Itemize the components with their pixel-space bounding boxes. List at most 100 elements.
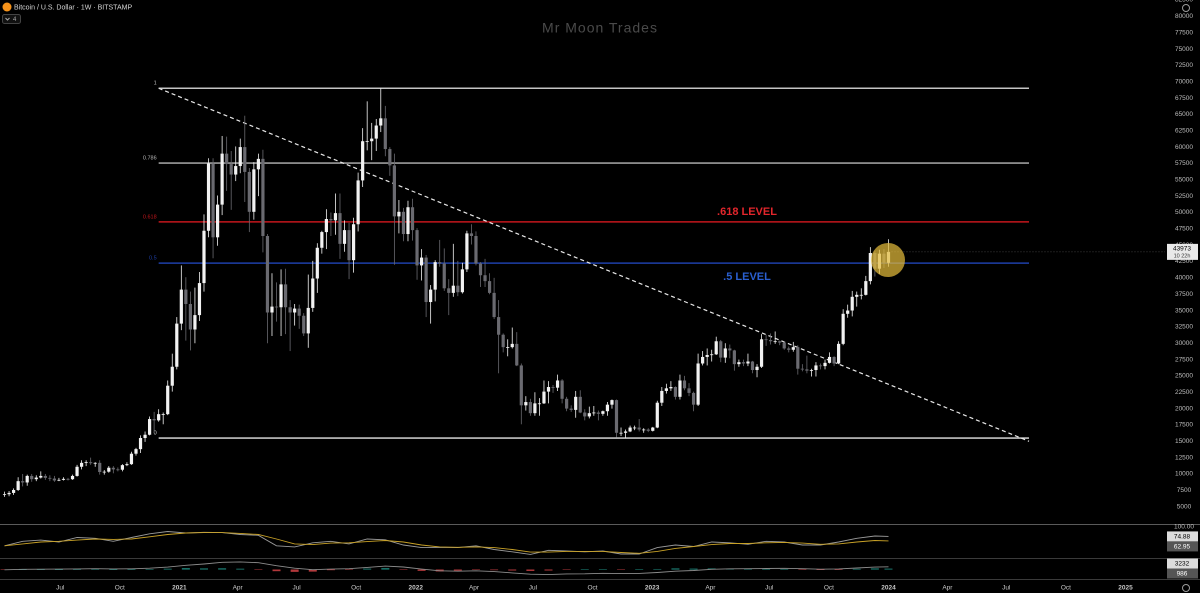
candle-body [143, 434, 147, 439]
candle-body [120, 465, 124, 470]
y-tick-label: 60000 [1175, 144, 1193, 151]
symbol-title: Bitcoin / U.S. Dollar · 1W · BITSTAMP [14, 4, 132, 11]
candle-body [701, 356, 705, 364]
fib-level-label: 0.786 [143, 156, 157, 162]
candle-body [528, 402, 532, 414]
y-tick-label: 100.00 [1174, 524, 1194, 531]
price-tag [1167, 568, 1198, 579]
histogram-bar [471, 569, 480, 570]
candle-body [215, 204, 220, 238]
candle-body [655, 402, 659, 428]
x-tick-label: Jul [56, 585, 65, 592]
x-tick-label: Jul [765, 585, 774, 592]
candle-body [270, 306, 274, 313]
candle-body [637, 427, 641, 430]
candle-body [805, 369, 809, 371]
candle-body [787, 348, 791, 350]
candle-body [837, 343, 841, 364]
histogram-bar [816, 569, 825, 570]
candle-body [841, 313, 845, 344]
candle-body [39, 475, 43, 478]
histogram-bar [852, 568, 861, 570]
candle-body [769, 339, 773, 342]
candle-body [515, 343, 519, 366]
candle-body [229, 164, 233, 175]
settings-icon[interactable] [1182, 4, 1190, 12]
histogram-bar [345, 569, 354, 570]
histogram-bar [199, 568, 208, 570]
candle-body [651, 427, 655, 431]
candle-body [483, 275, 487, 282]
histogram-bar [54, 569, 63, 570]
histogram-bar [544, 569, 553, 571]
candle-body [265, 236, 270, 313]
candle-body [93, 462, 97, 464]
candle-body [293, 308, 297, 313]
candle-body [193, 315, 197, 330]
candle-body [487, 281, 492, 293]
candle-body [533, 403, 537, 414]
candle-body [433, 262, 437, 290]
candle-body [238, 147, 242, 167]
candle-body [415, 230, 419, 266]
candle-body [70, 475, 75, 480]
candle-body [546, 387, 551, 392]
candle-body [619, 432, 623, 434]
candle-body [832, 356, 836, 364]
candle-body [225, 153, 229, 165]
x-tick-label: 2022 [408, 585, 423, 592]
candle-body [524, 402, 528, 406]
candle-body [592, 412, 596, 414]
fib-level-label: 0.5 [149, 256, 157, 262]
candle-body [614, 400, 619, 433]
indicator-toggle[interactable] [2, 14, 21, 24]
candle-body [814, 365, 818, 371]
histogram-bar [363, 568, 372, 570]
y-tick-label: 75000 [1175, 46, 1193, 53]
x-tick-label: Oct [587, 585, 597, 592]
y-tick-label: 82500 [1175, 0, 1193, 4]
price-tag-label: 3232 [1175, 561, 1190, 568]
candle-body [864, 281, 868, 295]
histogram-bar [562, 569, 571, 570]
histogram-bar [834, 569, 843, 570]
candle-body [374, 125, 378, 139]
x-tick-label: Jul [292, 585, 301, 592]
y-tick-label: 12500 [1175, 454, 1193, 461]
histogram-bar [870, 568, 879, 570]
y-tick-label: 25000 [1175, 373, 1193, 380]
candle-body [682, 380, 687, 389]
price-tag [1167, 531, 1198, 542]
candle-body [43, 475, 47, 478]
candle-body [755, 366, 759, 371]
histogram-bar [671, 568, 680, 570]
candle-body [750, 361, 755, 371]
candle-body [732, 350, 736, 365]
candle-body [628, 427, 632, 432]
candle-body [782, 342, 786, 349]
x-tick-label: Oct [824, 585, 834, 592]
candle-body [147, 419, 152, 435]
candle-body [179, 289, 183, 324]
candle-body [809, 370, 814, 371]
candle-body [333, 213, 338, 221]
x-tick-label: Oct [1061, 585, 1071, 592]
candle-body [388, 149, 392, 166]
histogram-bar [218, 568, 227, 570]
histogram-bar [127, 569, 136, 570]
settings-icon[interactable] [1182, 584, 1190, 592]
candle-body [252, 169, 256, 212]
candle-body [166, 385, 170, 415]
level-annotation: .5 LEVEL [723, 271, 771, 283]
histogram-bar [399, 569, 408, 570]
candle-body [764, 339, 768, 341]
candle-body [850, 296, 854, 311]
candle-body [320, 232, 324, 248]
candle-body [66, 478, 70, 480]
x-tick-label: 2024 [881, 585, 896, 592]
candle-body [456, 285, 460, 293]
candle-body [465, 233, 469, 270]
histogram-bar [163, 568, 172, 570]
candle-body [338, 213, 342, 244]
